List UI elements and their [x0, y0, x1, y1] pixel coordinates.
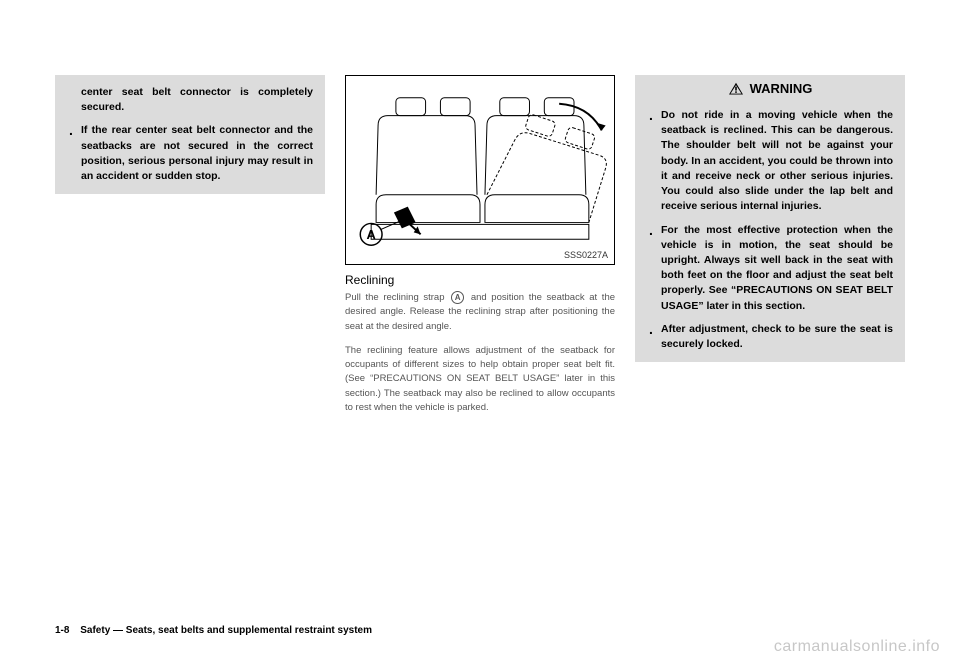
caution-box-continuation: center seat belt connector is completely…	[55, 75, 325, 194]
warning-item: After adjustment, check to be sure the s…	[647, 322, 893, 352]
caution-list: If the rear center seat belt connector a…	[67, 123, 313, 184]
para1-prefix: Pull the reclining strap	[345, 292, 445, 303]
page-content: center seat belt connector is completely…	[55, 75, 905, 425]
reclining-para-1: Pull the reclining strap A and position …	[345, 291, 615, 334]
seat-diagram-svg: A	[346, 76, 614, 264]
warning-icon	[728, 82, 744, 96]
warning-item: Do not ride in a moving vehicle when the…	[647, 108, 893, 215]
illustration-code: SSS0227A	[564, 250, 608, 260]
warning-item: For the most effective protection when t…	[647, 223, 893, 314]
page-footer: 1-8 Safety — Seats, seat belts and suppl…	[55, 625, 372, 636]
warning-list: Do not ride in a moving vehicle when the…	[647, 108, 893, 352]
column-3: WARNING Do not ride in a moving vehicle …	[635, 75, 905, 425]
reclining-para-2: The reclining feature allows adjustment …	[345, 344, 615, 415]
warning-header: WARNING	[635, 75, 905, 100]
continuation-text: center seat belt connector is completely…	[67, 85, 313, 115]
svg-text:A: A	[367, 227, 376, 242]
section-title: Safety — Seats, seat belts and supplemen…	[80, 625, 372, 636]
watermark: carmanualsonline.info	[774, 638, 940, 656]
seat-illustration: A SSS0227A	[345, 75, 615, 265]
page-number: 1-8	[55, 625, 69, 636]
column-2: A SSS0227A Reclining Pull the reclining …	[345, 75, 615, 425]
caution-item: If the rear center seat belt connector a…	[67, 123, 313, 184]
warning-box: Do not ride in a moving vehicle when the…	[635, 100, 905, 362]
reclining-heading: Reclining	[345, 273, 615, 287]
warning-label: WARNING	[750, 81, 813, 96]
column-1: center seat belt connector is completely…	[55, 75, 325, 425]
circled-letter-a: A	[451, 291, 464, 304]
